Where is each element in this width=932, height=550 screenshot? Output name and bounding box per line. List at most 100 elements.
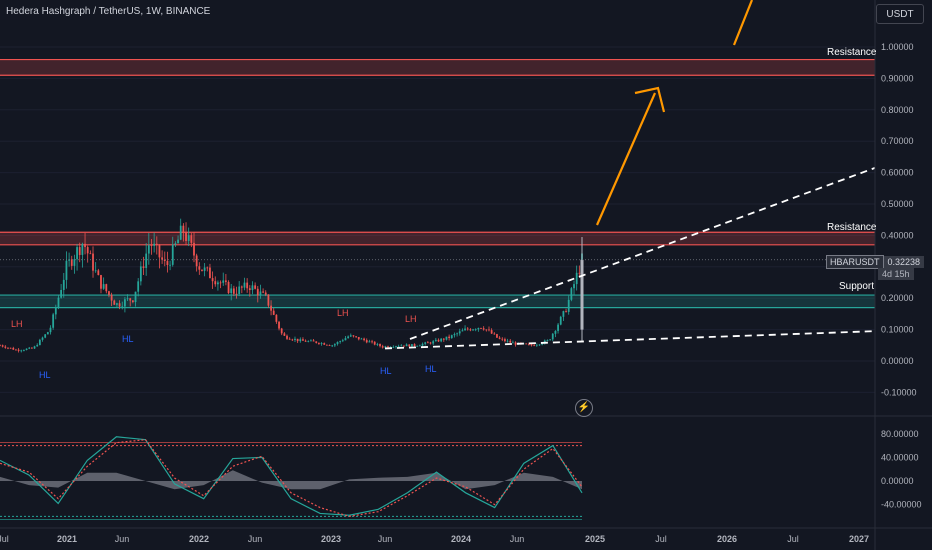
- pivot-label: HL: [39, 370, 51, 380]
- candle-body: [86, 247, 89, 254]
- candle-body: [23, 350, 25, 351]
- candle-body: [177, 239, 179, 244]
- candle-body: [304, 340, 307, 342]
- candle-body: [126, 298, 129, 300]
- candle-body: [248, 288, 251, 290]
- candle-body: [554, 330, 557, 334]
- candle-body: [416, 345, 419, 347]
- candle-body: [150, 245, 153, 247]
- symbol-price-tag: HBARUSDT 0.32238 4d 15h: [826, 255, 925, 280]
- candle-body: [158, 244, 161, 258]
- indicator-histogram: [0, 470, 582, 490]
- candle-body: [270, 305, 272, 311]
- candle-body: [501, 338, 504, 340]
- candle-body: [355, 336, 358, 338]
- candle-body: [171, 244, 174, 265]
- candle-body: [65, 260, 68, 280]
- candle-body: [187, 235, 190, 241]
- candle-body: [222, 280, 225, 283]
- candle-body: [211, 278, 214, 282]
- candle-body: [320, 343, 323, 344]
- pivot-label: LH: [337, 308, 349, 318]
- candle-body: [209, 267, 211, 279]
- candle-body: [488, 329, 490, 331]
- candle-body: [437, 339, 440, 342]
- price-zones: [0, 58, 875, 309]
- candle-body: [25, 348, 28, 351]
- candle-body: [349, 335, 352, 337]
- projection-arrowhead: [634, 86, 666, 113]
- candle-body: [113, 300, 116, 305]
- candle-body: [131, 300, 134, 303]
- candle-body: [217, 282, 219, 285]
- candle-body: [275, 314, 278, 322]
- candle-body: [139, 266, 142, 282]
- candle-body: [318, 342, 320, 344]
- candle-body: [185, 232, 187, 241]
- candle-body: [129, 298, 132, 301]
- candle-body: [283, 333, 286, 336]
- candle-body: [52, 314, 55, 328]
- candle-body: [482, 328, 485, 330]
- indicator-tick-label: 40.00000: [881, 452, 919, 462]
- candle-body: [97, 270, 100, 276]
- x-tick-label: 2026: [717, 534, 737, 544]
- candle-body: [421, 343, 424, 346]
- candle-body: [384, 346, 387, 348]
- candle-body: [163, 259, 166, 262]
- pivot-label: HL: [122, 334, 134, 344]
- candle-body: [78, 247, 81, 255]
- candle-body: [490, 330, 493, 334]
- candle-body: [198, 266, 201, 270]
- candle-body: [344, 338, 347, 341]
- candle-body: [408, 344, 411, 347]
- x-tick-label: Jun: [378, 534, 393, 544]
- candle-body: [424, 342, 427, 344]
- candle-body: [33, 346, 36, 349]
- candle-body: [230, 288, 233, 294]
- candle-body: [302, 339, 304, 341]
- candle-body: [36, 344, 39, 347]
- candle-body: [333, 344, 336, 346]
- candle-body: [203, 267, 206, 271]
- candle-body: [121, 306, 124, 308]
- candle-body: [429, 342, 432, 344]
- candle-body: [535, 344, 538, 346]
- resistance-top-label: Resistance: [827, 47, 877, 58]
- candle-body: [232, 288, 235, 294]
- candle-body: [573, 284, 575, 289]
- currency-button[interactable]: USDT: [876, 4, 924, 24]
- candle-body: [44, 334, 47, 338]
- candle-body: [363, 338, 365, 341]
- candle-body: [453, 334, 456, 336]
- candle-body: [339, 341, 342, 343]
- candle-body: [464, 328, 466, 331]
- candle-body: [118, 303, 121, 307]
- candle-body: [514, 342, 517, 345]
- candle-body: [466, 328, 469, 330]
- y-tick-label: 0.80000: [881, 105, 914, 115]
- candle-body: [76, 247, 78, 260]
- candle-body: [254, 285, 257, 289]
- candle-body: [256, 288, 259, 296]
- candle-body: [315, 341, 318, 343]
- candle-body: [506, 340, 509, 342]
- candle-body: [432, 341, 435, 344]
- candle-body: [49, 327, 52, 333]
- lightning-icon[interactable]: ⚡: [575, 399, 593, 417]
- candle-body: [278, 321, 280, 329]
- candle-body: [307, 341, 310, 342]
- trendline-upper: [409, 167, 876, 340]
- candle-body: [347, 336, 350, 339]
- support-label: Support: [839, 281, 875, 292]
- candle-body: [169, 264, 171, 266]
- candle-body: [474, 329, 477, 331]
- candle-body: [179, 225, 182, 240]
- candle-body: [110, 294, 113, 301]
- candle-body: [9, 347, 12, 349]
- last-candle-body: [580, 259, 584, 330]
- candle-body: [310, 340, 312, 342]
- candle-body: [397, 345, 400, 347]
- candle-body: [145, 253, 148, 268]
